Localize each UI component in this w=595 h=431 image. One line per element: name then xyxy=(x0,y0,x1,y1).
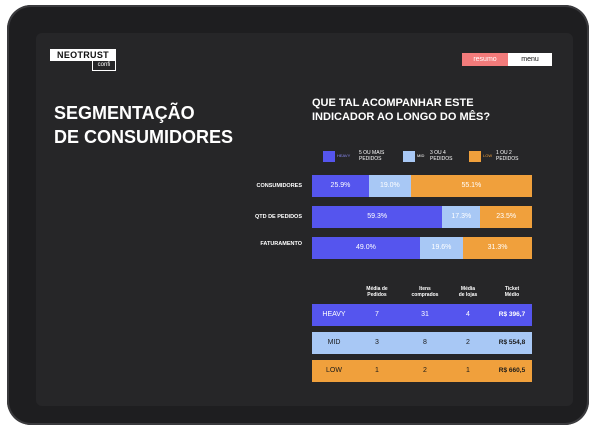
table-row-heavy: HEAVY 7 31 4 R$ 396,7 xyxy=(312,304,532,326)
table-cell-segment: MID xyxy=(327,339,341,346)
table-cell-lojas: 4 xyxy=(466,311,470,318)
col-header-ticket-line1: Ticket xyxy=(504,286,520,292)
legend-name-mid: MID xyxy=(417,153,425,158)
tablet-frame: NEOTRUST confi resumo menu SEGMENTAÇÃO D… xyxy=(7,5,589,425)
logo-sub-text: confi xyxy=(92,61,116,71)
table-cell-itens: 2 xyxy=(423,367,427,374)
table-cell-pedidos: 3 xyxy=(375,339,379,346)
bar-segment-mid: 19.0% xyxy=(368,175,411,197)
bar-segment-low: 31.3% xyxy=(463,237,532,259)
legend-desc-heavy-line2: PEDIDOS xyxy=(359,155,382,162)
stacked-bar-consumidores: 25.9% 19.0% 55.1% xyxy=(312,175,532,197)
question-line1: QUE TAL ACOMPANHAR ESTE xyxy=(312,97,474,109)
table-cell-ticket: R$ 396,7 xyxy=(498,311,526,318)
table-cell-pedidos: 7 xyxy=(375,311,379,318)
bar-label-faturamento: FATURAMENTO xyxy=(260,241,302,247)
table-cell-ticket: R$ 660,5 xyxy=(498,367,526,374)
bar-segment-heavy: 49.0% xyxy=(312,237,420,259)
page-title-line2: DE CONSUMIDORES xyxy=(54,127,234,147)
dashboard-screen: NEOTRUST confi resumo menu SEGMENTAÇÃO D… xyxy=(36,33,573,406)
menu-button[interactable]: menu xyxy=(508,53,552,66)
question-line2: INDICADOR AO LONGO DO MÊS? xyxy=(312,111,491,123)
legend-desc-heavy-line1: 5 OU MAIS xyxy=(359,150,385,156)
table-row-mid: MID 3 8 2 R$ 554,8 xyxy=(312,332,532,354)
col-header-media-pedidos-line2: Pedidos xyxy=(367,292,387,298)
page-title-line1: SEGMENTAÇÃO xyxy=(54,103,195,123)
legend-desc-low: 1 OU 2 PEDIDOS xyxy=(496,150,526,162)
neotrust-logo: NEOTRUST confi xyxy=(50,49,116,71)
legend-swatch-mid xyxy=(403,151,415,162)
stacked-bar-faturamento: 49.0% 19.6% 31.3% xyxy=(312,237,532,259)
stacked-bar-qtd-de-pedidos: 59.3% 17.3% 23.5% xyxy=(312,206,532,228)
legend-desc-heavy: 5 OU MAIS PEDIDOS xyxy=(359,150,389,162)
table-cell-itens: 8 xyxy=(423,339,427,346)
col-header-media-pedidos: Média de Pedidos xyxy=(358,286,396,298)
col-header-ticket-line2: Médio xyxy=(504,292,520,298)
legend-desc-mid-line1: 3 OU 4 xyxy=(430,150,446,156)
col-header-itens-line2: comprados xyxy=(411,292,439,298)
bar-segment-heavy: 59.3% xyxy=(312,206,443,228)
bar-label-qtd-pedidos: QTD DE PEDIDOS xyxy=(254,214,302,220)
table-cell-segment: HEAVY xyxy=(322,311,346,318)
table-row-low: LOW 1 2 1 R$ 660,5 xyxy=(312,360,532,382)
resumo-button[interactable]: resumo xyxy=(462,53,508,66)
table-cell-lojas: 2 xyxy=(466,339,470,346)
col-header-media-lojas-line2: de lojas xyxy=(458,292,478,298)
legend-swatch-heavy xyxy=(323,151,335,162)
page-title: SEGMENTAÇÃO DE CONSUMIDORES xyxy=(54,101,264,149)
table-cell-segment: LOW xyxy=(326,367,342,374)
legend-name-heavy: HEAVY xyxy=(337,153,351,158)
bar-segment-heavy: 25.9% xyxy=(312,175,369,197)
legend-name-low: LOW xyxy=(483,153,493,158)
table-cell-ticket: R$ 554,8 xyxy=(498,339,526,346)
bar-segment-mid: 17.3% xyxy=(442,206,481,228)
question-heading: QUE TAL ACOMPANHAR ESTE INDICADOR AO LON… xyxy=(312,96,552,124)
table-cell-lojas: 1 xyxy=(466,367,470,374)
bar-segment-low: 23.5% xyxy=(480,206,532,228)
col-header-media-pedidos-line1: Média de xyxy=(366,286,388,292)
col-header-ticket: Ticket Médio xyxy=(494,286,530,298)
col-header-media-lojas-line1: Média xyxy=(460,286,476,292)
bar-segment-mid: 19.6% xyxy=(419,237,464,259)
legend-desc-mid: 3 OU 4 PEDIDOS xyxy=(430,150,460,162)
col-header-itens: Itens comprados xyxy=(404,286,446,298)
col-header-itens-line1: Itens xyxy=(419,286,431,292)
legend-desc-mid-line2: PEDIDOS xyxy=(430,155,453,162)
legend-swatch-low xyxy=(469,151,481,162)
logo-main-text: NEOTRUST xyxy=(50,49,116,61)
col-header-media-lojas: Média de lojas xyxy=(450,286,486,298)
table-cell-pedidos: 1 xyxy=(375,367,379,374)
bar-label-consumidores: CONSUMIDORES xyxy=(256,183,302,189)
bar-segment-low: 55.1% xyxy=(410,175,532,197)
legend-desc-low-line2: PEDIDOS xyxy=(496,155,519,162)
table-cell-itens: 31 xyxy=(421,311,429,318)
legend-desc-low-line1: 1 OU 2 xyxy=(496,150,512,156)
